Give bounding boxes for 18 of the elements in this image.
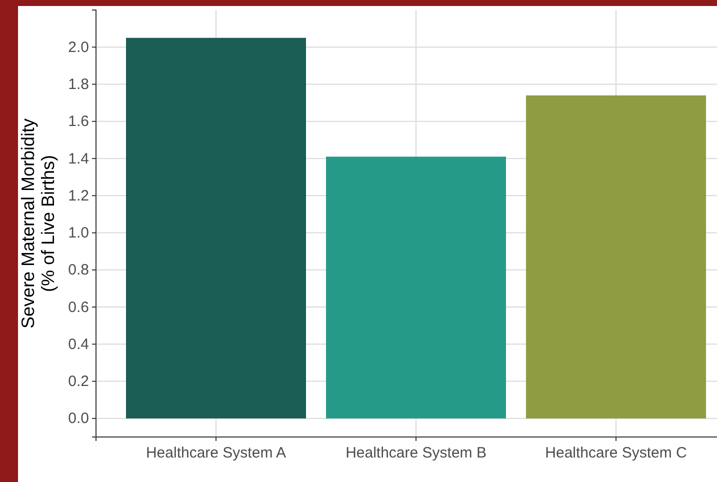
y-tick-label: 1.0 xyxy=(68,224,89,242)
y-tick-label: 2.0 xyxy=(68,38,89,56)
x-tick-label: Healthcare System B xyxy=(346,444,486,462)
x-tick-label: Healthcare System A xyxy=(146,444,286,462)
y-tick-label: 0.8 xyxy=(68,262,89,279)
y-tick-label: 0.0 xyxy=(68,410,89,428)
bar xyxy=(126,38,306,418)
y-tick-label: 1.6 xyxy=(68,113,89,130)
y-tick-label: 0.6 xyxy=(68,298,89,316)
y-tick-label: 0.4 xyxy=(68,336,89,353)
y-tick-label: 1.8 xyxy=(68,76,89,94)
x-tick-label: Healthcare System C xyxy=(545,444,688,462)
y-tick-label: 1.4 xyxy=(68,150,89,168)
bar xyxy=(526,95,706,418)
y-tick-label: 1.2 xyxy=(68,187,89,204)
y-tick-label: 0.2 xyxy=(68,373,89,390)
y-axis-title: Severe Maternal Morbidity (% of Live Births) xyxy=(18,118,58,329)
bar xyxy=(326,156,506,418)
